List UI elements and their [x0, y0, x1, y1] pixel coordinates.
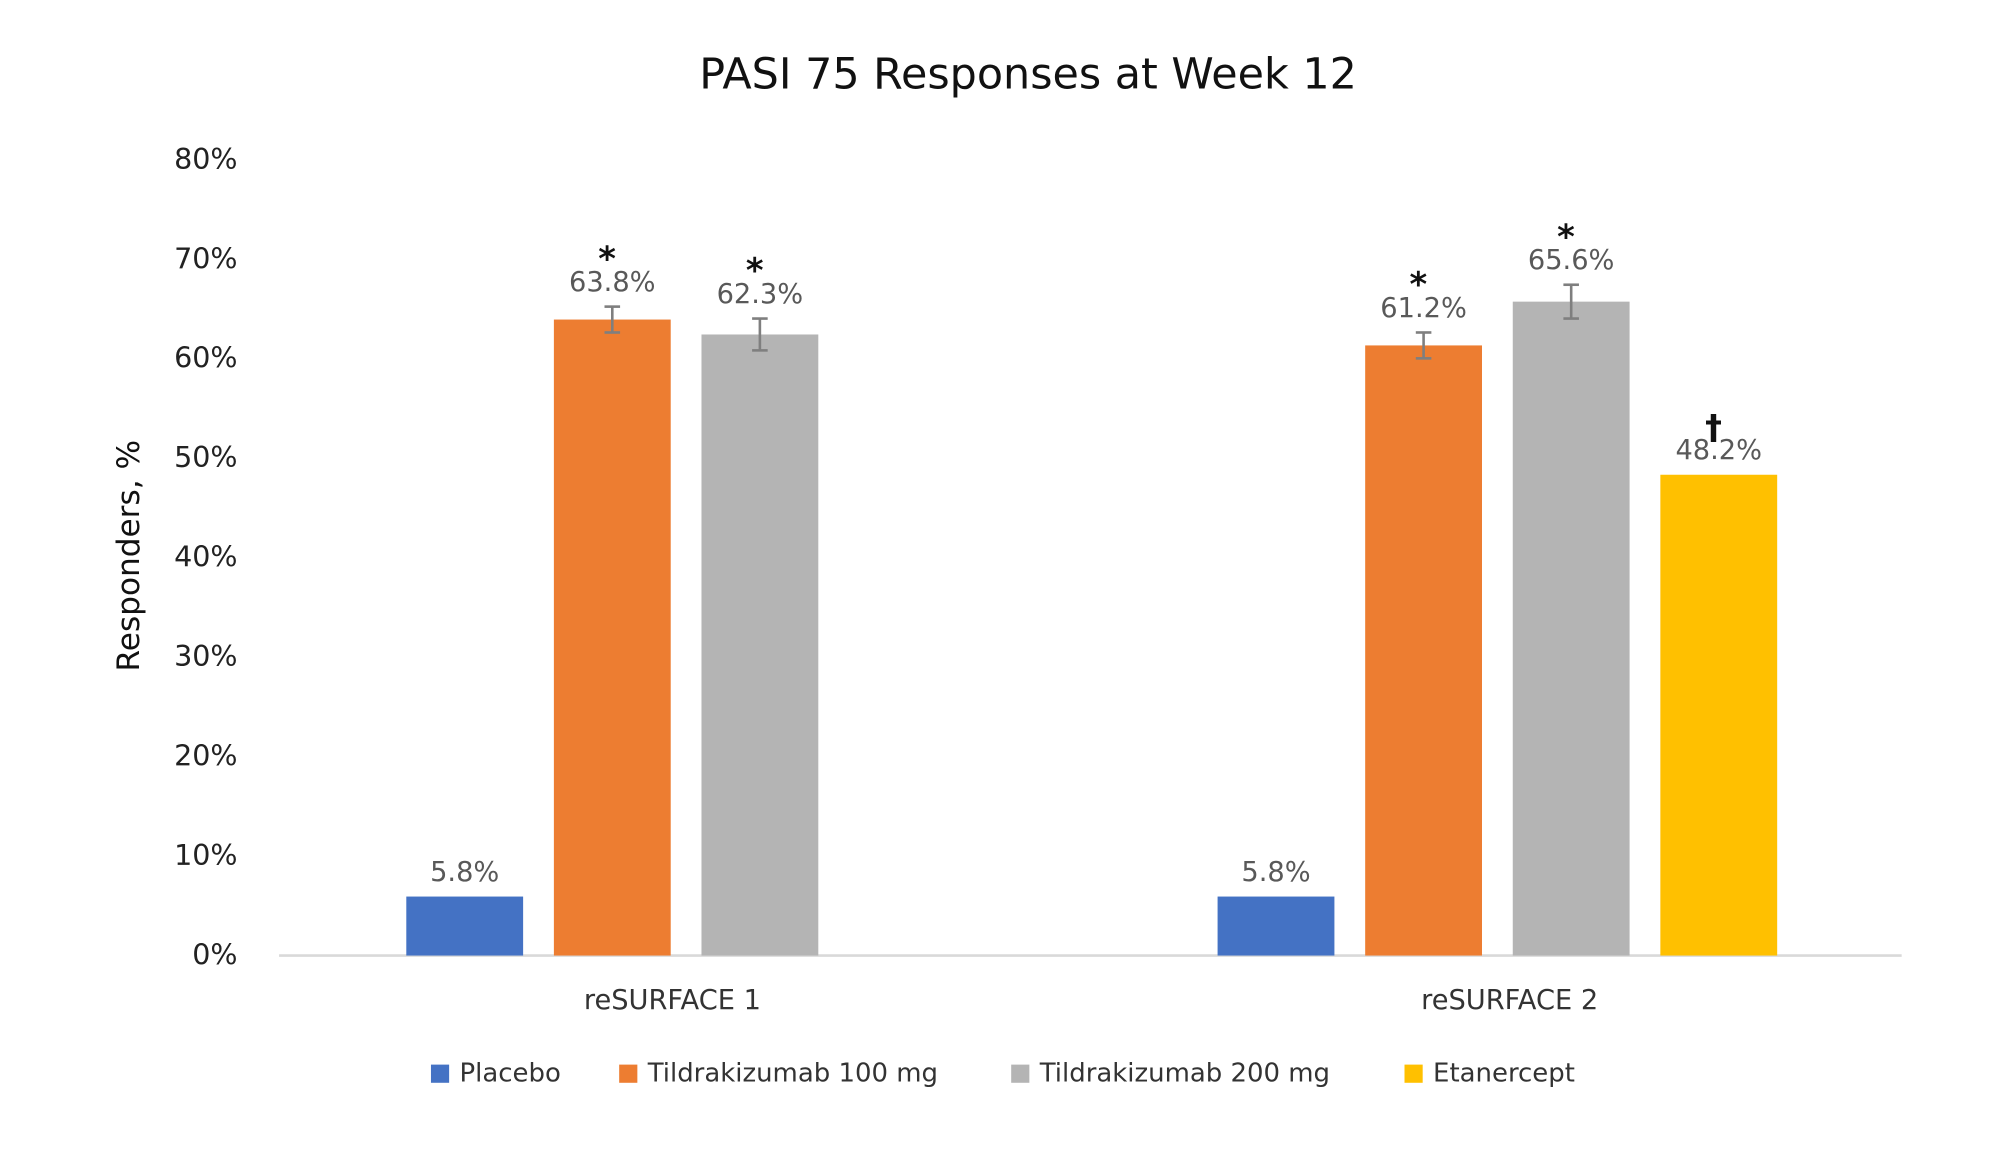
significance-mark: * — [746, 251, 764, 290]
y-tick-label: 80% — [174, 142, 237, 176]
chart-title: PASI 75 Responses at Week 12 — [699, 49, 1357, 99]
significance-mark: * — [1410, 265, 1428, 304]
category-label: reSURFACE 1 — [584, 985, 761, 1016]
significance-mark: † — [1705, 407, 1722, 446]
bar — [553, 319, 671, 956]
legend-swatch — [430, 1064, 450, 1083]
bar — [1512, 301, 1630, 956]
y-tick-label: 60% — [174, 341, 237, 375]
legend-label: Etanercept — [1433, 1058, 1575, 1088]
y-tick-label: 20% — [174, 739, 237, 773]
y-axis-label: Responders, % — [111, 440, 147, 672]
y-tick-label: 0% — [192, 938, 237, 972]
bar — [406, 896, 524, 956]
legend-item: Tildrakizumab 100 mg — [619, 1058, 938, 1088]
legend-item: Tildrakizumab 200 mg — [1011, 1058, 1330, 1088]
legend-swatch — [619, 1064, 638, 1083]
category-label: reSURFACE 2 — [1421, 985, 1598, 1016]
legend-swatch — [1404, 1064, 1423, 1083]
data-label: 48.2% — [1675, 435, 1762, 466]
y-tick-label: 40% — [174, 540, 237, 574]
error-bar — [1563, 283, 1579, 320]
data-label: 65.6% — [1528, 245, 1615, 276]
data-label: 61.2% — [1380, 293, 1467, 324]
y-tick-label: 50% — [174, 440, 237, 474]
error-bar — [1415, 331, 1432, 360]
data-label: 63.8% — [569, 267, 656, 298]
data-label: 62.3% — [717, 279, 804, 310]
bar — [1365, 345, 1483, 956]
legend-item: Etanercept — [1404, 1058, 1575, 1088]
legend-swatch — [1011, 1064, 1030, 1083]
bar — [701, 334, 819, 956]
data-label: 5.8% — [1241, 857, 1310, 888]
error-bar — [604, 305, 621, 334]
legend-label: Placebo — [460, 1058, 561, 1088]
legend-item: Placebo — [430, 1058, 561, 1088]
y-tick-label: 30% — [174, 639, 237, 673]
y-tick-label: 70% — [174, 241, 237, 275]
bar — [1660, 474, 1778, 956]
bar — [1217, 896, 1335, 956]
error-bar — [752, 317, 768, 352]
legend-label: Tildrakizumab 200 mg — [1039, 1058, 1330, 1088]
y-tick-label: 10% — [174, 838, 237, 872]
significance-mark: * — [598, 239, 616, 278]
data-label: 5.8% — [430, 857, 499, 888]
legend-label: Tildrakizumab 100 mg — [647, 1058, 938, 1088]
significance-mark: * — [1557, 217, 1575, 256]
